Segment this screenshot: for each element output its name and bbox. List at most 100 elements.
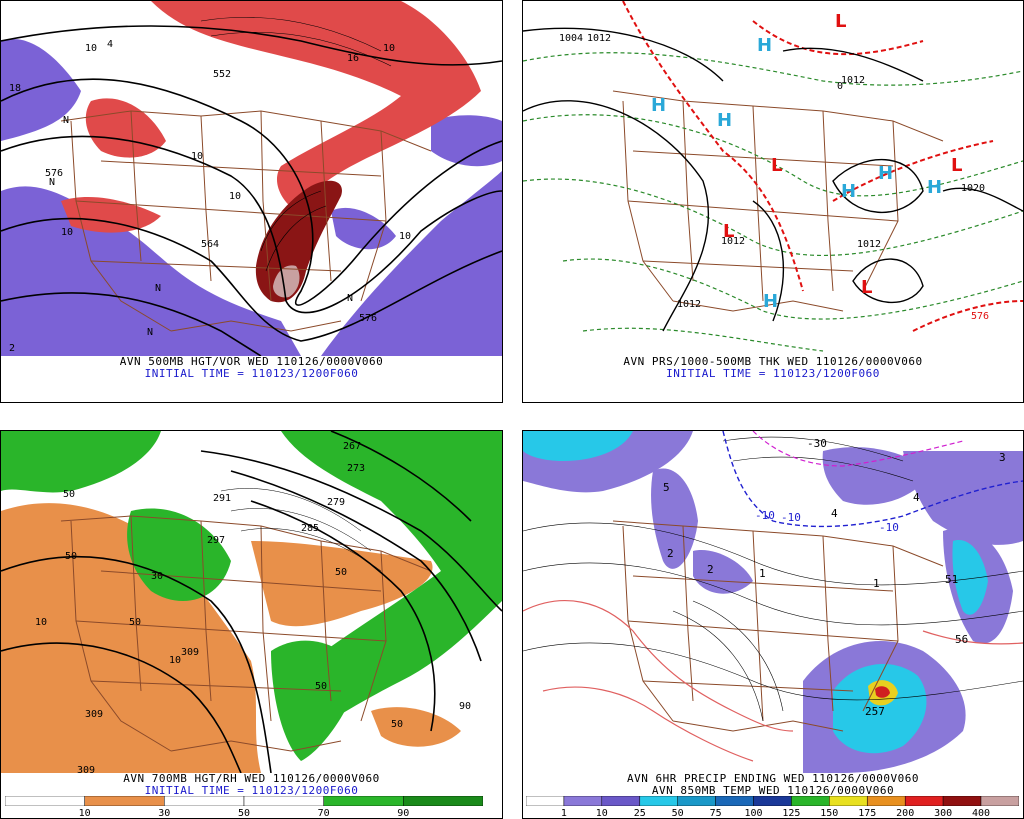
contour-label: 1012 (587, 33, 611, 44)
precip-colorbar-label: 125 (782, 808, 801, 819)
contour-label: 4 (831, 507, 838, 520)
precip-colorbar-segment (601, 796, 640, 806)
precip-colorbar-label: 1 (560, 808, 567, 819)
rh-moist-area (271, 640, 361, 761)
contour-label: 10 (169, 655, 181, 666)
contour-label: 0 (837, 81, 843, 92)
rh-moist-area (127, 508, 231, 601)
rh-colorbar-label: 50 (237, 808, 251, 819)
precip-colorbar-segment (715, 796, 754, 806)
panel-700mb-rh: 309 309 309 297 279 273 267 285 291 50 1… (0, 430, 503, 819)
rh-moist-area (1, 431, 161, 493)
pressure-lows: L L L L L (723, 11, 962, 298)
temp-contours (523, 436, 1023, 722)
contour-label: 576 (971, 311, 989, 322)
low-marker: L (771, 155, 782, 176)
state-borders (612, 520, 944, 732)
thickness-contours-green (523, 52, 1023, 352)
high-marker: H (757, 35, 772, 56)
precip-colorbar-segment (867, 796, 906, 806)
precip-area (903, 451, 1023, 545)
contour-label: 50 (65, 551, 77, 562)
contour-label: 50 (63, 489, 75, 500)
precip-area (651, 468, 698, 569)
precip-colorbar-label: 175 (858, 808, 877, 819)
contour-label: -10 (879, 521, 899, 534)
contour-label: 273 (347, 463, 365, 474)
contour-label: 2 (707, 563, 714, 576)
precip-colorbar-label: 100 (744, 808, 763, 819)
contour-label: -30 (807, 437, 827, 450)
precip-colorbar-label: 50 (671, 808, 684, 819)
rh-colorbar-segment (403, 796, 483, 806)
contour-label: 309 (77, 765, 95, 773)
caption-initial-time: INITIAL TIME = 110123/1200F060 (144, 784, 359, 797)
contour-label: 1012 (721, 236, 745, 247)
rh-colorbar-label: 30 (158, 808, 171, 819)
vort-negative-area (431, 115, 502, 167)
high-marker: H (651, 95, 666, 116)
precip-colorbar-segment (904, 796, 944, 806)
contour-label: 279 (327, 497, 345, 508)
contour-label: 3 (999, 451, 1006, 464)
high-marker: H (841, 181, 856, 202)
rh-dry-area (1, 503, 261, 773)
caption-title: AVN PRS/1000-500MB THK WED 110126/0000V0… (623, 355, 923, 368)
contour-labels: 309 309 309 297 279 273 267 285 291 50 1… (35, 441, 471, 773)
contour-label: 1012 (857, 239, 881, 250)
contour-label: -10 (781, 511, 801, 524)
caption-title: AVN 6HR PRECIP ENDING WED 110126/0000V06… (626, 772, 920, 785)
precip-area (875, 686, 890, 698)
panel-500mb-vort: AVN 500MB HGT/VOR WED 110126/0000V060 IN… (0, 0, 503, 403)
contour-label: 1004 (559, 33, 583, 44)
contour-label: 50 (315, 681, 327, 692)
map-pressure-thickness: H H H H H H H L L L L L 1004 1012 1012 1… (523, 1, 1023, 356)
contour-label: 291 (213, 493, 231, 504)
isobars (523, 27, 1023, 332)
contour-label: 10 (35, 617, 47, 628)
high-marker: H (763, 291, 778, 312)
precip-colorbar-label: 25 (633, 808, 646, 819)
contour-label: 1012 (841, 75, 865, 86)
caption-title: AVN 700MB HGT/RH WED 110126/0000V060 (123, 772, 380, 785)
thickness-contour-red (622, 1, 1023, 332)
caption-title: AVN 500MB HGT/VOR WED 110126/0000V060 (119, 355, 384, 368)
precip-colorbar-segment (980, 796, 1019, 806)
precip-colorbar-label: 150 (820, 808, 839, 819)
precip-colorbar-segment (639, 796, 678, 806)
state-borders (612, 90, 944, 312)
vort-positive-area (85, 98, 166, 158)
rh-dry-area (251, 541, 433, 627)
rh-colorbar (5, 796, 483, 806)
contour-label: 5 (663, 481, 670, 494)
contour-label: 51 (945, 573, 958, 586)
temp-labels: -30 -10 -10 51 56 257 3 4 1 2 2 1 -10 4 … (663, 437, 1006, 718)
height-contours (1, 431, 502, 773)
state-borders (60, 515, 432, 752)
caption: AVN 700MB HGT/RH WED 110126/0000V060 INI… (1, 773, 502, 797)
precip-colorbar (526, 796, 1019, 806)
contour-label: 1020 (961, 183, 985, 194)
contour-label: 2 (667, 547, 674, 560)
vort-positive-area (151, 1, 481, 211)
rh-colorbar-segment (243, 796, 324, 806)
rh-colorbar-segment (164, 796, 245, 806)
rh-colorbar-segment (84, 796, 165, 806)
pressure-highs: H H H H H H H (651, 35, 942, 312)
high-marker: H (717, 110, 732, 131)
map-precip-850temp: -30 -10 -10 51 56 257 3 4 1 2 2 1 -10 4 … (523, 431, 1023, 773)
temp-contours-warm (523, 600, 1023, 762)
contour-label: 257 (865, 705, 885, 718)
vort-max-area (255, 180, 342, 303)
precip-area (693, 550, 753, 594)
low-marker: L (861, 277, 872, 298)
panel-pressure-thickness: H H H H H H H L L L L L 1004 1012 1012 1… (522, 0, 1024, 403)
contour-label: 50 (129, 617, 141, 628)
contour-label: 267 (343, 441, 361, 452)
vort-negative-area (1, 39, 81, 141)
contour-label: 1 (759, 567, 766, 580)
map-700mb-rh: 309 309 309 297 279 273 267 285 291 50 1… (1, 431, 502, 773)
isobar-labels: 1004 1012 1012 1012 1012 1012 1020 576 0 (559, 33, 989, 322)
caption: AVN 6HR PRECIP ENDING WED 110126/0000V06… (523, 773, 1023, 797)
rh-colorbar-label: 10 (78, 808, 91, 819)
